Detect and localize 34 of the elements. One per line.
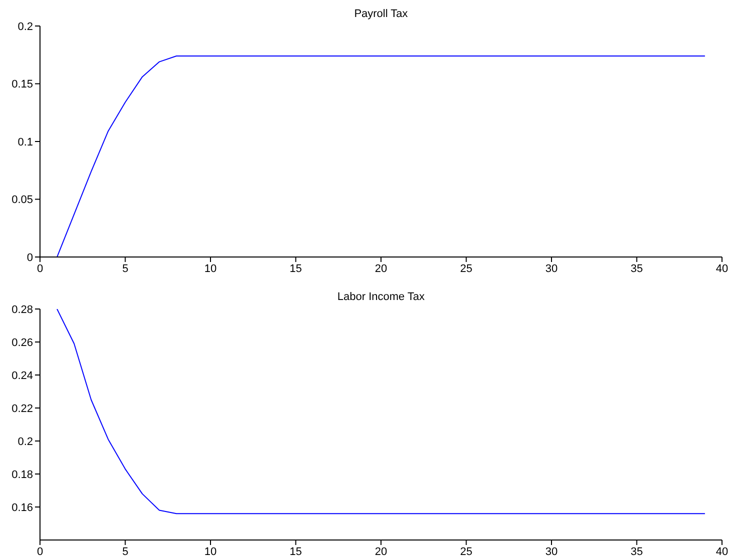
y-tick-label: 0.22 [12, 402, 33, 415]
y-tick-label: 0.16 [12, 502, 33, 514]
x-tick-label: 30 [545, 546, 558, 558]
y-tick-label: 0.2 [18, 436, 33, 448]
y-tick-label: 0 [26, 252, 33, 264]
x-tick-label: 5 [122, 262, 128, 275]
x-tick-label: 10 [204, 546, 217, 558]
x-tick-label: 40 [716, 546, 728, 558]
y-tick-label: 0.26 [12, 336, 33, 349]
x-tick-label: 30 [545, 262, 558, 275]
chart-title: Labor Income Tax [336, 291, 426, 303]
x-tick-label: 0 [36, 546, 44, 558]
x-tick-label: 0 [36, 262, 44, 275]
x-tick-label: 5 [122, 546, 128, 558]
x-tick-label: 20 [374, 262, 388, 275]
y-tick-label: 0.15 [12, 78, 33, 91]
x-tick-label: 25 [460, 546, 472, 558]
chart-title: Payroll Tax [353, 8, 409, 20]
y-tick-label: 0.2 [18, 20, 33, 33]
x-tick-label: 35 [630, 546, 643, 558]
y-tick-label: 0.05 [12, 194, 33, 206]
x-tick-label: 15 [290, 262, 302, 275]
y-tick-label: 0.1 [18, 136, 33, 148]
x-tick-label: 10 [204, 262, 217, 275]
x-tick-label: 35 [630, 262, 643, 275]
y-tick-label: 0.24 [12, 370, 33, 382]
line-series [56, 56, 706, 257]
x-tick-label: 40 [716, 262, 728, 275]
x-tick-label: 20 [374, 546, 388, 558]
x-tick-label: 15 [290, 546, 302, 558]
y-tick-label: 0.28 [12, 304, 33, 316]
y-tick-label: 0.18 [12, 468, 33, 481]
line-series [56, 309, 706, 514]
x-tick-label: 25 [460, 262, 472, 275]
